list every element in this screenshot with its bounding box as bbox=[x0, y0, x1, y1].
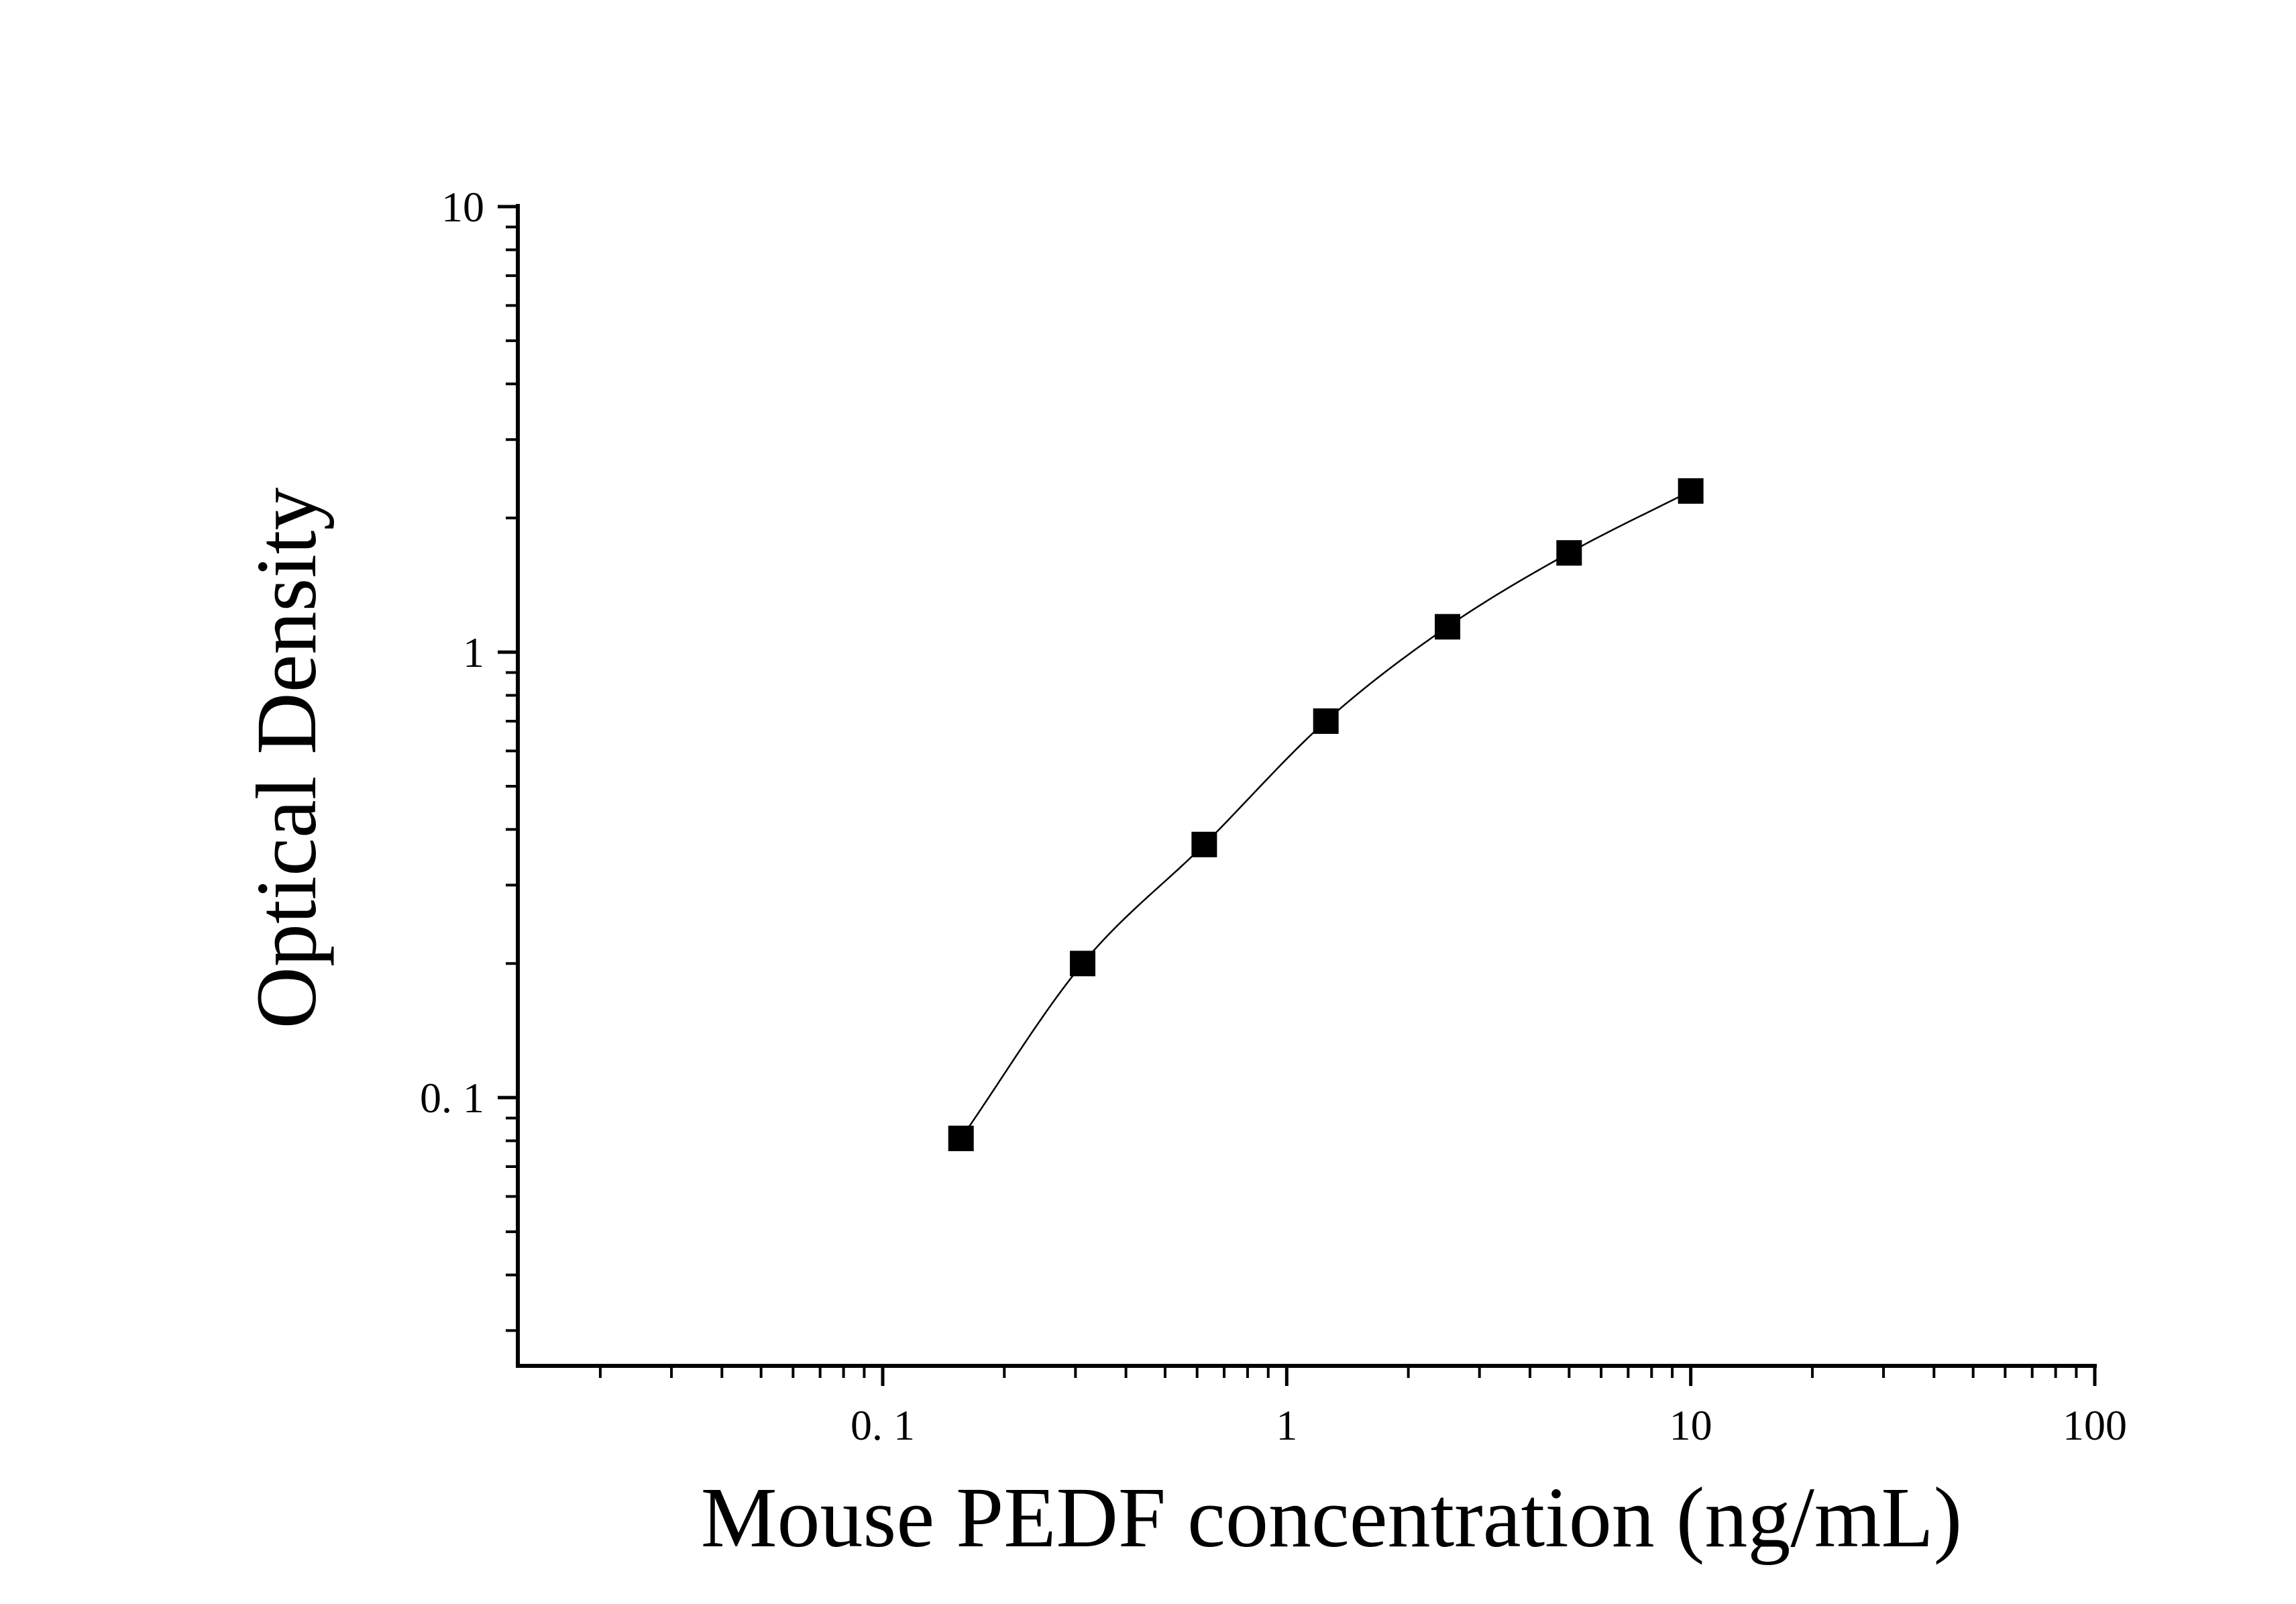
data-point bbox=[1313, 708, 1339, 734]
data-point bbox=[1191, 831, 1217, 857]
data-point bbox=[1556, 540, 1582, 566]
data-points bbox=[948, 478, 1704, 1151]
fit-curve-path bbox=[960, 490, 1692, 1139]
y-tick-label: 0. 1 bbox=[420, 1074, 484, 1122]
y-tick-label: 10 bbox=[441, 183, 484, 231]
fit-curve bbox=[960, 490, 1692, 1139]
data-point bbox=[1435, 614, 1461, 640]
x-tick-label: 100 bbox=[2063, 1401, 2127, 1449]
data-point bbox=[1070, 951, 1096, 977]
axes: 0. 1 1 10 100 0. 1 1 10 bbox=[420, 183, 2127, 1449]
y-axis-title: Optical Density bbox=[239, 488, 334, 1029]
x-tick-label: 10 bbox=[1670, 1401, 1712, 1449]
x-tick-label: 0. 1 bbox=[851, 1401, 915, 1449]
x-tick-label: 1 bbox=[1276, 1401, 1297, 1449]
y-tick-label: 1 bbox=[463, 629, 484, 676]
x-axis-title: Mouse PEDF concentration (ng/mL) bbox=[701, 1470, 1963, 1565]
data-point bbox=[948, 1125, 974, 1151]
data-point bbox=[1678, 478, 1704, 504]
